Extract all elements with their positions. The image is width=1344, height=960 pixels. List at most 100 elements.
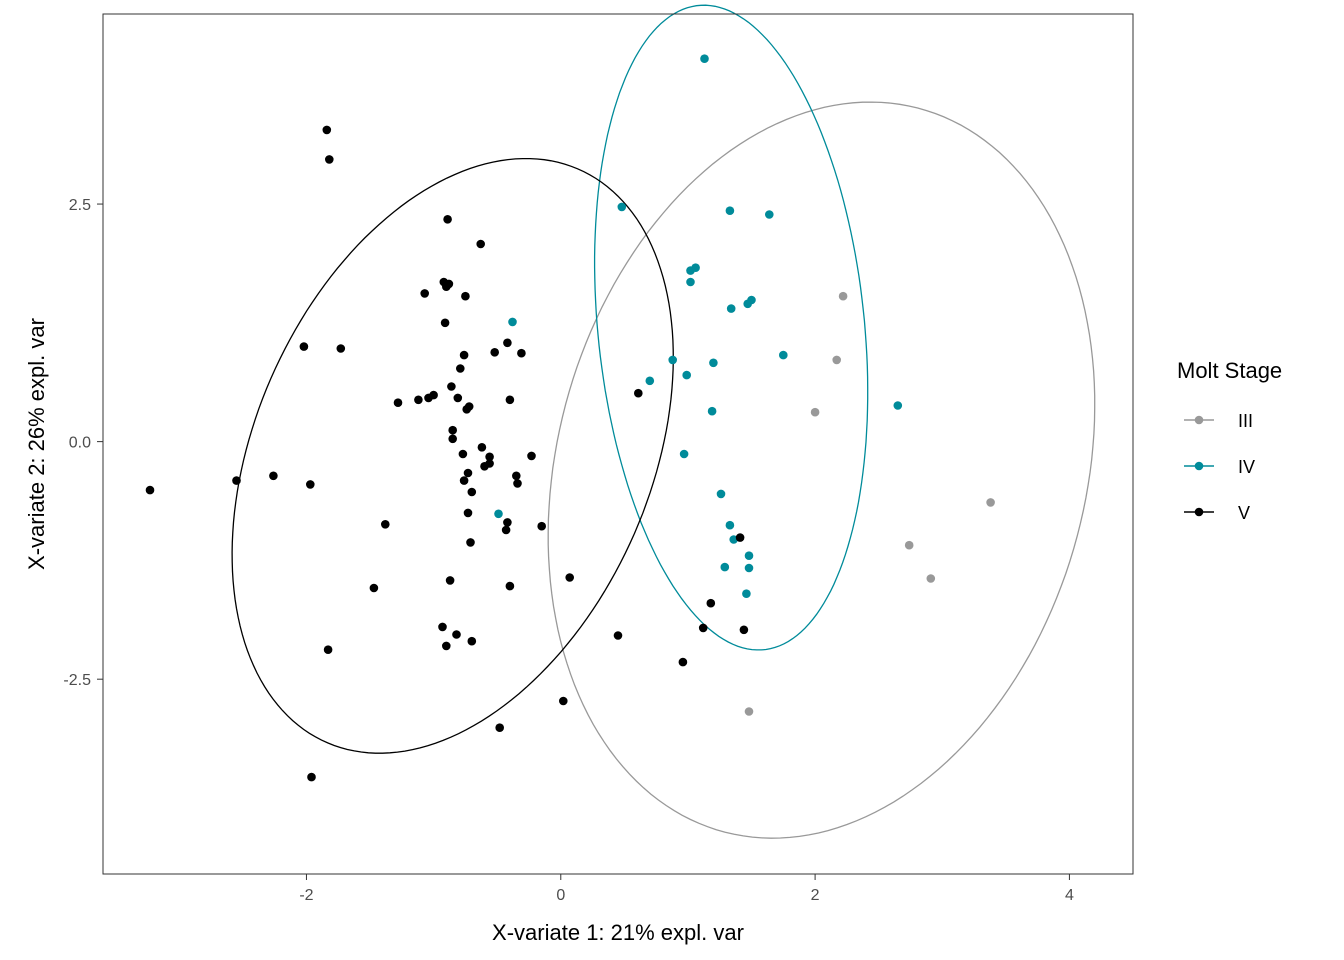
point-V-53 <box>505 581 515 591</box>
point-V-32 <box>527 451 536 461</box>
point-V-18 <box>634 388 643 398</box>
point-V-42 <box>145 485 155 495</box>
confidence-ellipses <box>231 4 1096 839</box>
point-III-5 <box>926 574 936 583</box>
x-axis-title: X-variate 1: 21% expl. var <box>492 920 744 945</box>
legend-label-IV: IV <box>1238 457 1255 477</box>
ellipse-III <box>547 101 1096 839</box>
point-V-17 <box>447 382 456 391</box>
point-V-2 <box>443 215 452 224</box>
point-V-24 <box>393 398 403 408</box>
point-V-16 <box>456 364 465 373</box>
point-V-23 <box>505 395 515 405</box>
point-V-30 <box>458 449 468 459</box>
point-V-7 <box>420 289 430 298</box>
point-IV-11 <box>779 350 788 360</box>
point-V-1 <box>325 155 334 164</box>
x-tick-label: 0 <box>556 887 565 904</box>
point-III-6 <box>744 707 754 716</box>
y-axis-title: X-variate 2: 26% expl. var <box>24 318 49 570</box>
point-V-8 <box>461 291 470 301</box>
point-V-60 <box>613 631 623 640</box>
point-V-44 <box>463 508 473 518</box>
legend-title: Molt Stage <box>1177 358 1282 383</box>
point-V-11 <box>299 342 309 351</box>
point-V-10 <box>503 338 512 348</box>
point-V-57 <box>698 623 708 633</box>
point-IV-13 <box>709 358 718 368</box>
point-IV-20 <box>494 509 503 519</box>
point-V-12 <box>336 344 346 353</box>
point-V-3 <box>476 239 486 249</box>
x-tick-label: 2 <box>811 887 820 904</box>
x-tick-label: 4 <box>1065 887 1074 904</box>
point-IV-5 <box>686 266 695 275</box>
point-V-47 <box>537 521 546 531</box>
point-IV-10 <box>508 317 517 327</box>
point-IV-19 <box>716 489 726 499</box>
point-IV-3 <box>765 210 774 219</box>
point-V-52 <box>445 576 455 585</box>
point-V-46 <box>503 518 512 527</box>
x-axis: -2 0 2 4 <box>299 874 1074 904</box>
point-V-48 <box>501 525 511 535</box>
point-V-37 <box>512 471 521 481</box>
point-V-65 <box>559 696 568 706</box>
legend-key-point-V <box>1194 507 1204 517</box>
point-V-58 <box>739 625 749 635</box>
legend-label-III: III <box>1238 411 1253 431</box>
point-V-34 <box>480 462 489 471</box>
point-IV-16 <box>893 401 903 410</box>
point-III-3 <box>986 498 995 507</box>
point-IV-2 <box>725 206 735 215</box>
legend: Molt Stage III IV V <box>1177 358 1282 523</box>
point-V-50 <box>466 538 475 547</box>
point-V-39 <box>459 476 469 485</box>
plot-panel-border <box>102 13 1134 875</box>
point-IV-14 <box>682 370 691 380</box>
point-V-28 <box>448 434 458 444</box>
point-V-36 <box>463 468 473 478</box>
point-V-26 <box>462 405 472 414</box>
point-V-9 <box>440 318 450 328</box>
point-V-64 <box>678 657 688 667</box>
point-IV-9 <box>726 304 736 313</box>
point-IV-18 <box>679 449 689 459</box>
point-IV-1 <box>617 202 627 212</box>
point-V-67 <box>307 772 316 782</box>
legend-key-point-III <box>1194 415 1204 425</box>
point-V-0 <box>322 125 332 135</box>
point-V-59 <box>452 630 461 639</box>
point-V-66 <box>495 723 505 732</box>
point-III-1 <box>832 355 841 365</box>
ellipse-IV <box>593 4 869 651</box>
x-tick-label: -2 <box>299 887 313 904</box>
point-III-4 <box>904 540 914 550</box>
legend-key-point-IV <box>1194 461 1204 471</box>
point-IV-8 <box>743 299 752 309</box>
data-points <box>145 54 995 782</box>
point-V-51 <box>565 573 574 582</box>
point-IV-12 <box>668 355 677 365</box>
point-IV-21 <box>725 520 735 530</box>
point-III-2 <box>810 407 820 417</box>
point-V-20 <box>424 393 433 403</box>
ellipse-V <box>231 157 674 754</box>
point-IV-25 <box>744 563 754 573</box>
legend-label-V: V <box>1238 503 1250 523</box>
point-V-31 <box>485 452 494 462</box>
point-V-62 <box>442 641 451 651</box>
point-V-38 <box>232 476 241 485</box>
point-V-61 <box>467 636 477 646</box>
point-IV-23 <box>744 551 754 560</box>
point-V-29 <box>477 443 487 452</box>
point-V-55 <box>706 598 716 608</box>
point-IV-17 <box>707 406 717 416</box>
point-V-15 <box>459 350 469 360</box>
point-V-21 <box>453 393 463 403</box>
point-V-35 <box>269 471 278 481</box>
point-V-49 <box>735 533 745 542</box>
point-V-22 <box>414 395 423 405</box>
point-V-27 <box>448 425 458 435</box>
